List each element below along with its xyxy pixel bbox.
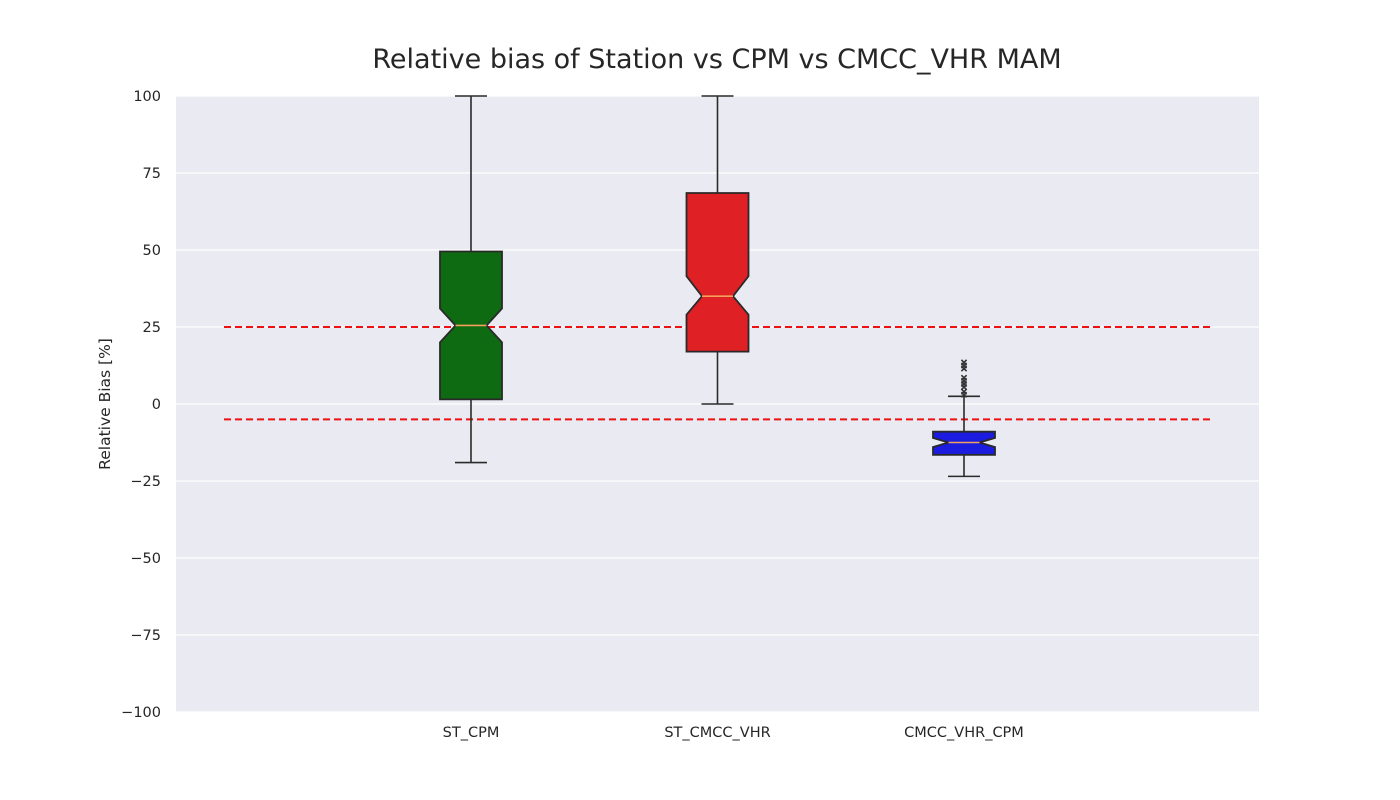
y-tick-label: −75 <box>130 628 161 644</box>
x-axis-ticks: ST_CPM ST_CMCC_VHR CMCC_VHR_CPM <box>443 725 1024 741</box>
y-tick-label: −100 <box>121 705 161 721</box>
outlier-point <box>960 374 968 381</box>
y-tick-label: 25 <box>143 320 161 336</box>
outlier-point <box>960 359 968 366</box>
y-axis-ticks: −100 −75 −50 −25 0 25 50 75 100 <box>121 89 161 721</box>
y-tick-label: 50 <box>143 243 161 259</box>
outlier-point <box>960 388 968 395</box>
chart-title: Relative bias of Station vs CPM vs CMCC_… <box>372 44 1061 75</box>
box-st-cpm <box>439 95 503 464</box>
y-tick-label: 75 <box>143 166 161 182</box>
box-st-cmcc-vhr <box>685 95 750 405</box>
x-tick-label: CMCC_VHR_CPM <box>904 725 1024 741</box>
box-plots <box>439 95 996 478</box>
x-tick-label: ST_CPM <box>443 725 500 741</box>
box-cmcc-vhr-cpm <box>932 359 996 478</box>
y-tick-label: 100 <box>133 89 161 105</box>
y-axis-label: Relative Bias [%] <box>96 338 114 470</box>
box-body <box>685 192 750 353</box>
y-tick-label: −25 <box>130 474 161 490</box>
y-tick-label: 0 <box>152 397 161 413</box>
x-tick-label: ST_CMCC_VHR <box>664 725 770 741</box>
y-tick-label: −50 <box>130 551 161 567</box>
